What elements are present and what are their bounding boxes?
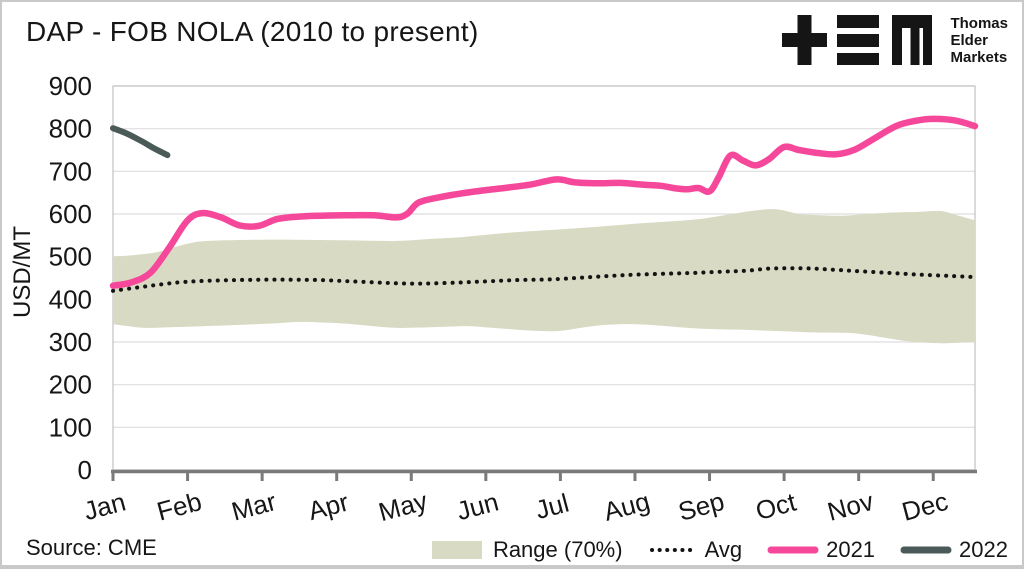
legend-label-2021: 2021 [826,537,876,562]
legend-label-avg: Avg [704,537,743,562]
y-tick-label: 500 [49,242,92,272]
series-2022 [110,125,171,159]
x-tick-label: Jun [453,486,501,526]
chart-legend: Range (70%) Avg 2021 2022 [431,537,1008,563]
range-band [113,209,975,344]
legend-line-2021 [767,546,819,554]
logo-line-1: Thomas [950,15,1008,32]
y-tick-label: 400 [49,284,92,314]
x-tick-label: Jul [532,488,572,526]
x-tick-label: Dec [899,486,951,527]
y-tick-label: 100 [49,412,92,442]
legend-label-2022: 2022 [959,537,1008,562]
legend-swatch-range [431,541,482,559]
x-tick-label: Feb [154,486,205,527]
x-tick-label: Aug [600,486,652,527]
y-axis-title: USD/MT [9,226,36,318]
y-tick-label: 700 [49,156,92,186]
tem-logo-icon [782,15,933,65]
legend-label-range: Range (70%) [492,537,623,562]
chart-title: DAP - FOB NOLA (2010 to present) [26,16,479,47]
x-tick-label: Apr [305,486,352,526]
x-tick-label: May [375,485,430,527]
legend-line-2022 [900,546,952,554]
series-2021 [109,115,979,289]
logo-line-2: Elder [950,32,988,49]
x-tick-label: Oct [752,486,800,526]
x-tick-label: Mar [228,486,279,527]
y-tick-label: 600 [49,199,92,229]
x-tick-label: Jan [81,486,129,526]
x-tick-label: Sep [675,486,727,527]
tem-logo-text: Thomas Elder Markets [950,15,1008,66]
tem-logo: Thomas Elder Markets [782,15,1008,66]
y-tick-label: 900 [49,71,92,101]
avg-line [111,266,977,293]
logo-line-3: Markets [950,49,1008,66]
y-tick-label: 800 [49,114,92,144]
x-tick-label: Nov [824,486,876,527]
y-tick-label: 300 [49,327,92,357]
source-note: Source: CME [26,535,157,560]
y-tick-label: 0 [78,455,92,485]
y-tick-label: 200 [49,370,92,400]
legend-line-avg [649,548,696,552]
